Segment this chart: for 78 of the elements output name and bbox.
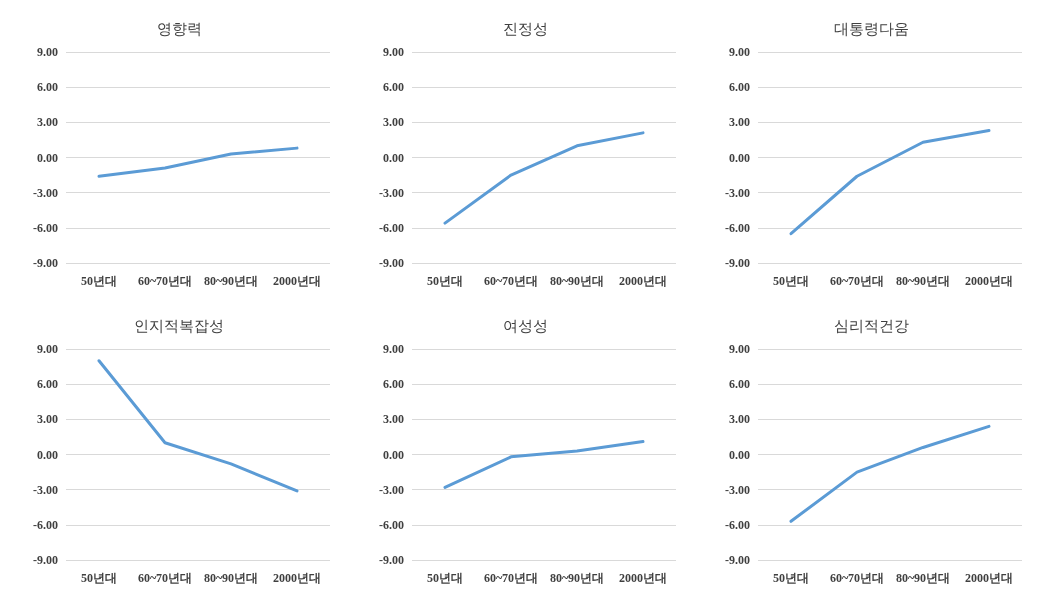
y-tick-label: -6.00 (379, 517, 404, 532)
y-tick-label: 9.00 (383, 45, 404, 59)
y-tick-label: 0.00 (729, 150, 750, 165)
y-tick-label: 9.00 (37, 45, 58, 59)
chart-title: 진정성 (502, 19, 548, 38)
x-tick-label: 60~70년대 (137, 571, 193, 585)
x-tick-label: 2000년대 (965, 571, 1013, 585)
x-tick-label: 2000년대 (619, 274, 667, 288)
y-tick-label: 0.00 (37, 447, 58, 462)
x-tick-label: 2000년대 (965, 274, 1013, 288)
x-tick-label: 80~90년대 (895, 274, 951, 288)
y-tick-label: 6.00 (383, 80, 404, 95)
y-tick-label: -6.00 (33, 220, 58, 235)
y-tick-label: -9.00 (725, 553, 750, 567)
y-tick-label: 0.00 (383, 447, 404, 462)
x-tick-label: 60~70년대 (137, 274, 193, 288)
y-tick-label: 9.00 (383, 342, 404, 356)
y-tick-label: -9.00 (33, 256, 58, 270)
x-tick-label: 50년대 (427, 274, 463, 288)
x-tick-label: 60~70년대 (483, 571, 539, 585)
y-tick-label: 3.00 (729, 115, 750, 130)
x-tick-label: 50년대 (81, 571, 117, 585)
chart-title: 여성성 (502, 316, 548, 335)
x-tick-label: 80~90년대 (203, 571, 259, 585)
y-tick-label: -3.00 (725, 185, 750, 200)
x-tick-label: 60~70년대 (829, 274, 885, 288)
x-tick-label: 50년대 (773, 274, 809, 288)
chart-title: 인지적복잡성 (134, 316, 224, 335)
y-tick-label: 9.00 (37, 342, 58, 356)
y-tick-label: -6.00 (725, 517, 750, 532)
y-tick-label: 6.00 (729, 377, 750, 392)
y-tick-label: -9.00 (379, 256, 404, 270)
chart-title: 심리적건강 (833, 316, 909, 335)
x-tick-label: 80~90년대 (203, 274, 259, 288)
line-series (443, 440, 645, 489)
y-tick-label: 0.00 (37, 150, 58, 165)
y-tick-label: 9.00 (729, 45, 750, 59)
y-tick-label: -3.00 (725, 482, 750, 497)
x-tick-label: 80~90년대 (549, 274, 605, 288)
line-series (789, 129, 991, 236)
y-tick-label: -9.00 (33, 553, 58, 567)
y-tick-label: 6.00 (383, 377, 404, 392)
y-tick-label: 0.00 (729, 447, 750, 462)
y-tick-label: -6.00 (33, 517, 58, 532)
chart-title: 대통령다움 (833, 19, 909, 38)
x-tick-label: 50년대 (427, 571, 463, 585)
x-tick-label: 50년대 (81, 274, 117, 288)
y-tick-label: 3.00 (383, 412, 404, 427)
y-tick-label: -9.00 (725, 256, 750, 270)
y-tick-label: -3.00 (33, 482, 58, 497)
x-tick-label: 80~90년대 (549, 571, 605, 585)
line-series (97, 359, 299, 493)
line-series (443, 131, 645, 225)
y-tick-label: -9.00 (379, 553, 404, 567)
chart-title: 영향력 (156, 19, 202, 38)
x-tick-label: 2000년대 (273, 274, 321, 288)
y-tick-label: 6.00 (37, 377, 58, 392)
x-tick-label: 50년대 (773, 571, 809, 585)
x-tick-label: 80~90년대 (895, 571, 951, 585)
x-tick-label: 60~70년대 (483, 274, 539, 288)
y-tick-label: -6.00 (379, 220, 404, 235)
x-tick-label: 2000년대 (619, 571, 667, 585)
y-tick-label: 0.00 (383, 150, 404, 165)
y-tick-label: -3.00 (379, 482, 404, 497)
y-tick-label: 3.00 (37, 412, 58, 427)
y-tick-label: 9.00 (729, 342, 750, 356)
y-tick-label: -3.00 (33, 185, 58, 200)
line-series (97, 146, 299, 178)
y-tick-label: -6.00 (725, 220, 750, 235)
line-series (789, 424, 991, 523)
y-tick-label: 3.00 (729, 412, 750, 427)
y-tick-label: 3.00 (37, 115, 58, 130)
x-tick-label: 60~70년대 (829, 571, 885, 585)
y-tick-label: -3.00 (379, 185, 404, 200)
y-tick-label: 6.00 (729, 80, 750, 95)
x-tick-label: 2000년대 (273, 571, 321, 585)
y-tick-label: 3.00 (383, 115, 404, 130)
y-tick-label: 6.00 (37, 80, 58, 95)
